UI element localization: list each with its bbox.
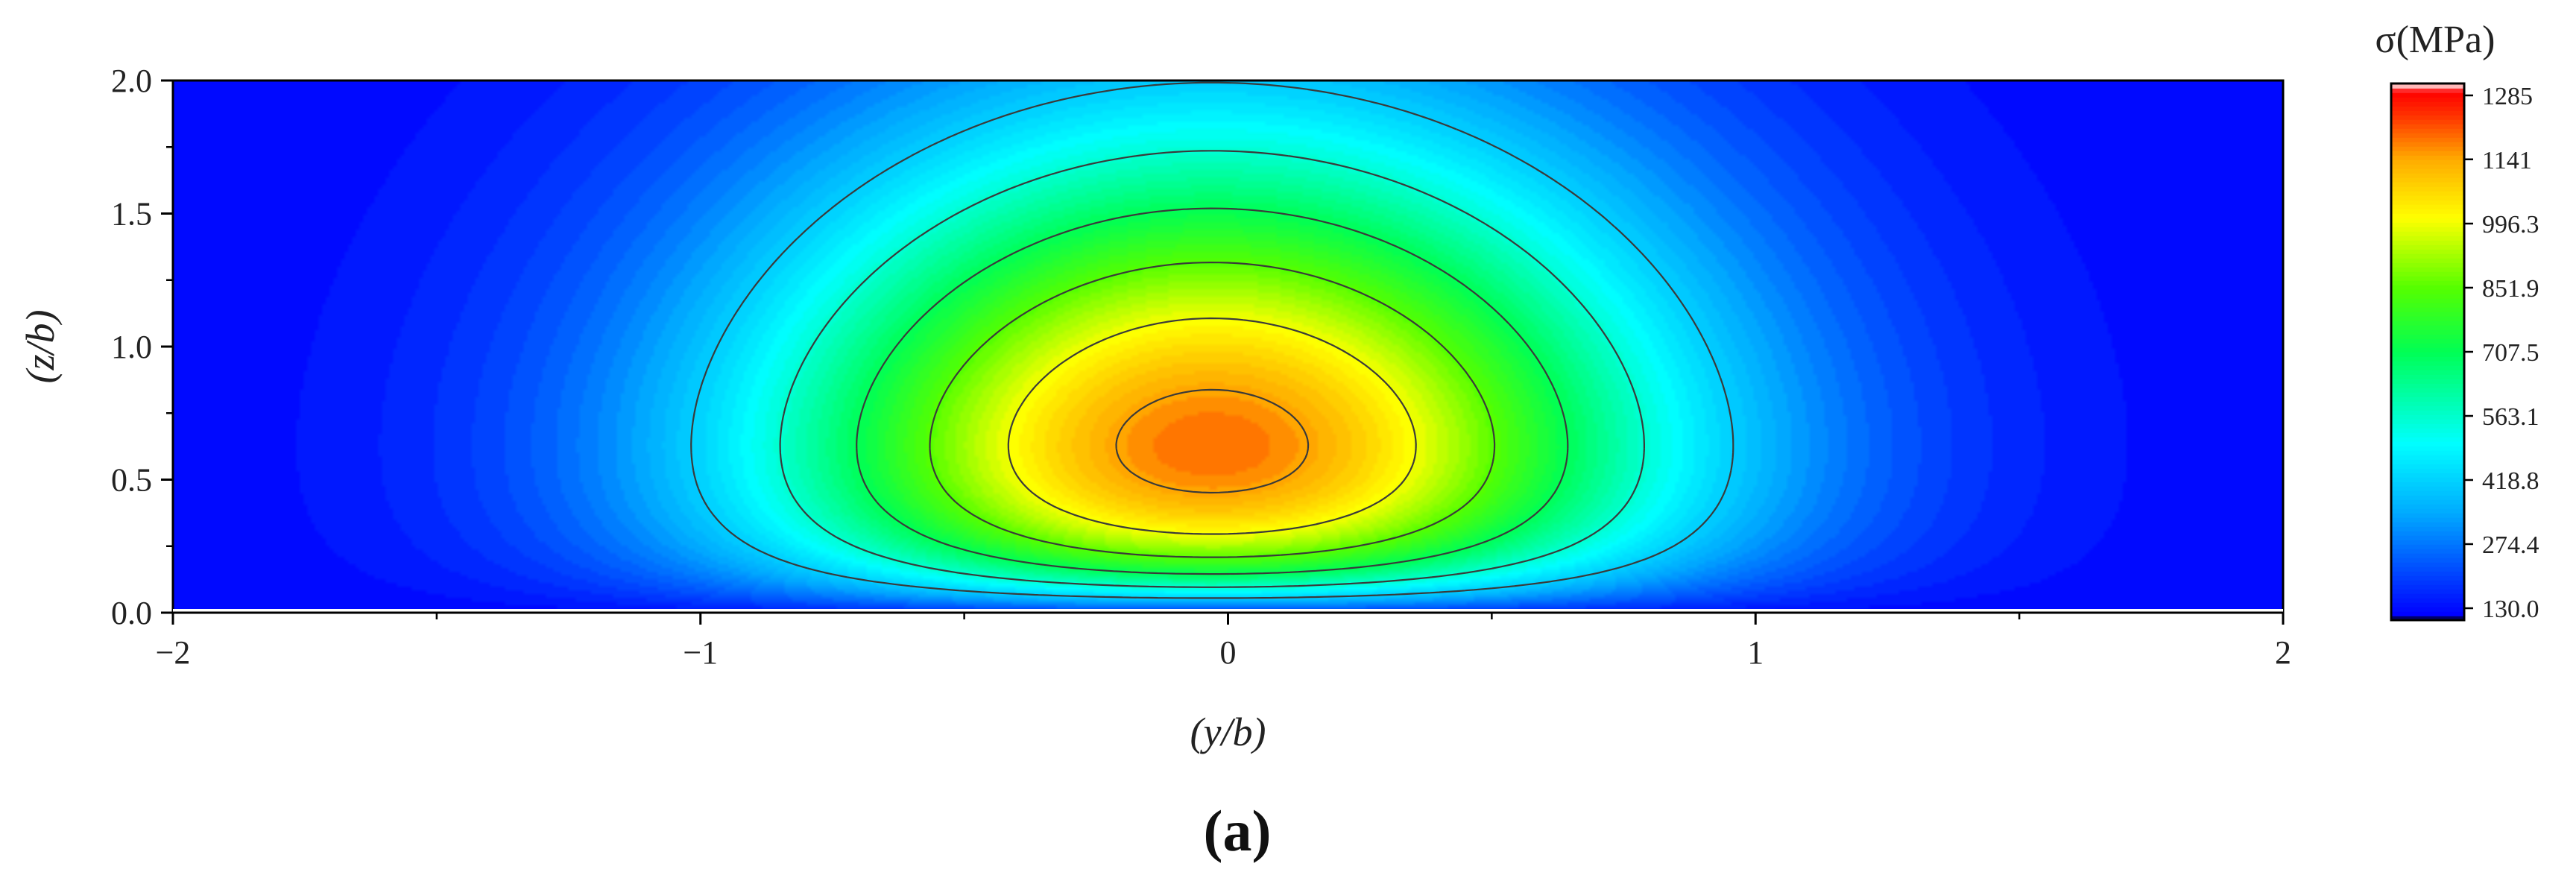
y-axis-label: (z/b) — [18, 310, 63, 384]
contour-line-2 — [856, 207, 1569, 575]
panel-label: (a) — [1203, 798, 1272, 863]
stress-heatmap — [173, 80, 2283, 613]
stress-field — [173, 80, 2283, 613]
y-tick-label: 2.0 — [111, 63, 152, 99]
y-tick-label: 1.0 — [111, 329, 152, 365]
y-tick-label: 0.0 — [111, 595, 152, 631]
x-tick-label: 1 — [1747, 634, 1764, 671]
y-tick-label: 1.5 — [111, 196, 152, 233]
x-tick-label: −2 — [156, 634, 191, 671]
axes: −2 −1 0 1 2 0.0 0.5 1.0 1.5 2.0 — [111, 63, 2291, 671]
contour-line-5 — [1115, 388, 1310, 494]
y-tick-label: 0.5 — [111, 462, 152, 499]
contour-lines — [690, 81, 1734, 599]
contour-line-0 — [690, 81, 1734, 599]
x-tick-label: 2 — [2275, 634, 2291, 671]
contour-line-1 — [779, 150, 1645, 588]
contour-line-3 — [929, 262, 1496, 558]
contour-line-4 — [1007, 317, 1417, 535]
x-tick-label: 0 — [1220, 634, 1237, 671]
x-axis-label: (y/b) — [1190, 710, 1266, 754]
x-tick-label: −1 — [683, 634, 718, 671]
